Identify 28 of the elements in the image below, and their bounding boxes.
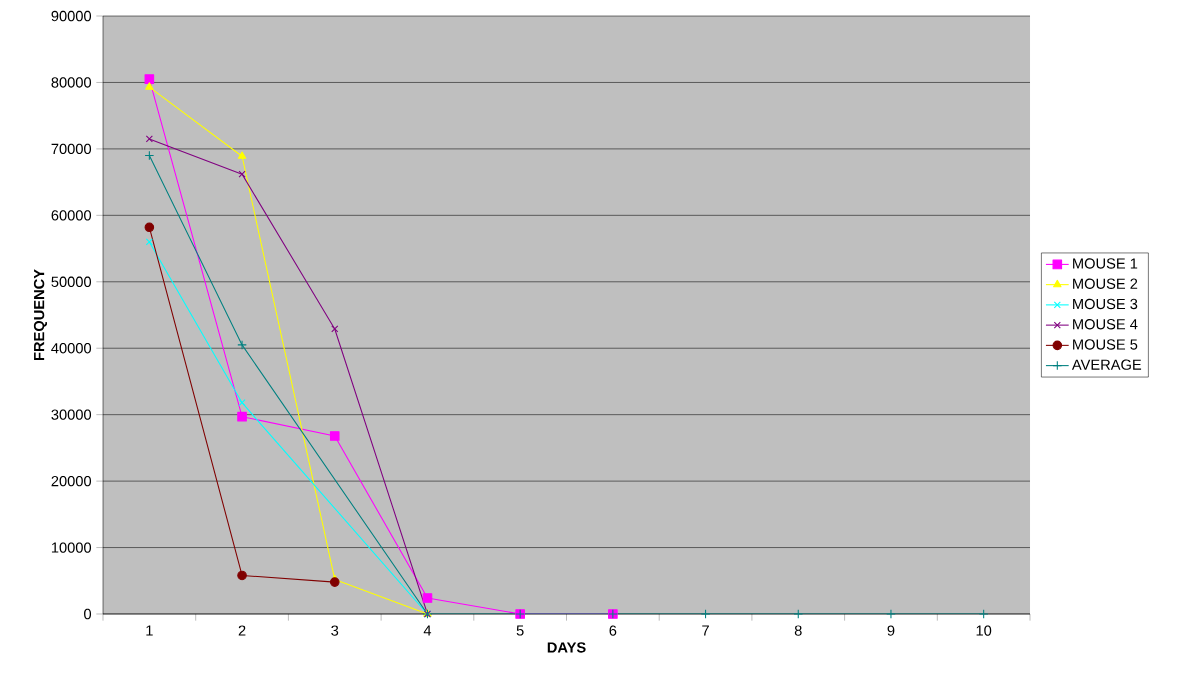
y-tick-label: 60000 xyxy=(51,210,92,221)
legend-label: MOUSE 2 xyxy=(1073,278,1138,289)
y-tick-label: 20000 xyxy=(51,475,92,487)
y-tick-label: 90000 xyxy=(51,10,92,22)
legend-label: MOUSE 3 xyxy=(1073,298,1138,310)
x-tick-label: 5 xyxy=(516,625,524,636)
y-tick-label: 40000 xyxy=(51,343,92,354)
y-axis-title: FREQUENCY xyxy=(33,269,48,361)
legend-label: MOUSE 5 xyxy=(1073,339,1138,350)
x-tick-label: 4 xyxy=(423,625,432,636)
x-tick-label: 7 xyxy=(702,625,709,636)
x-tick-label: 9 xyxy=(887,625,895,636)
x-tick-label: 3 xyxy=(331,625,339,636)
x-axis-title: DAYS xyxy=(547,642,586,653)
x-tick-label: 10 xyxy=(976,625,992,636)
y-tick-label: 50000 xyxy=(51,276,92,287)
x-tick-label: 1 xyxy=(146,625,153,636)
legend-label: MOUSE 1 xyxy=(1073,258,1138,269)
y-tick-label: 30000 xyxy=(51,409,92,420)
y-tick-label: 10000 xyxy=(51,542,92,553)
y-tick-label: 70000 xyxy=(51,143,92,155)
legend-label: AVERAGE xyxy=(1071,359,1142,370)
x-tick-label: 2 xyxy=(238,625,246,636)
y-tick-label: 80000 xyxy=(51,77,92,88)
x-tick-label: 6 xyxy=(609,625,617,636)
y-tick-label: 0 xyxy=(84,608,92,620)
x-tick-label: 8 xyxy=(794,625,802,636)
legend-label: MOUSE 4 xyxy=(1073,319,1138,330)
